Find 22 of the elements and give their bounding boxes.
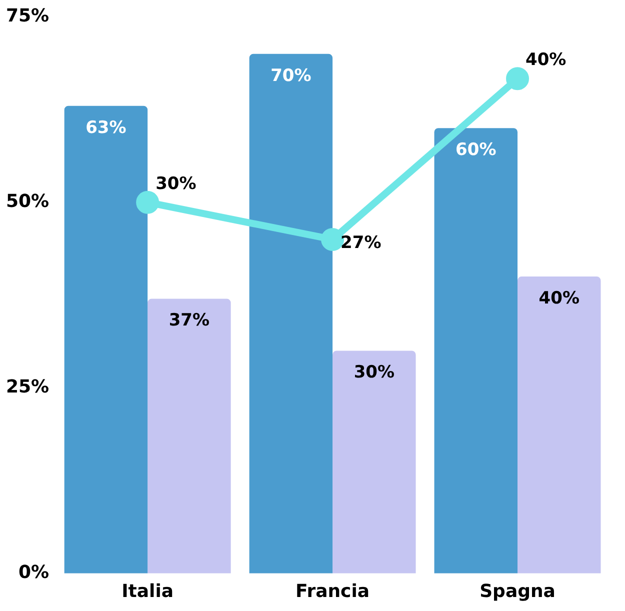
data-label: 63% [86, 118, 126, 138]
y-tick-label: 50% [6, 191, 50, 212]
x-tick-label: Spagna [480, 580, 556, 602]
x-tick-label: Francia [296, 580, 370, 602]
x-tick-label: Italia [122, 580, 174, 602]
bar [434, 128, 518, 574]
bar [249, 54, 333, 574]
bar [64, 106, 148, 574]
bar [332, 350, 416, 574]
y-tick-label: 0% [18, 562, 50, 584]
bar [518, 276, 601, 574]
y-tick-label: 75% [6, 5, 50, 26]
y-tick-label: 25% [6, 376, 50, 398]
data-label: 30% [156, 174, 196, 194]
bar [148, 298, 231, 574]
data-label: 60% [456, 140, 496, 160]
data-label: 27% [340, 232, 382, 253]
data-label: 70% [270, 66, 312, 86]
data-label: 40% [526, 50, 566, 70]
data-label: 37% [168, 310, 210, 331]
data-label: 40% [538, 288, 580, 308]
data-label: 30% [354, 362, 395, 383]
